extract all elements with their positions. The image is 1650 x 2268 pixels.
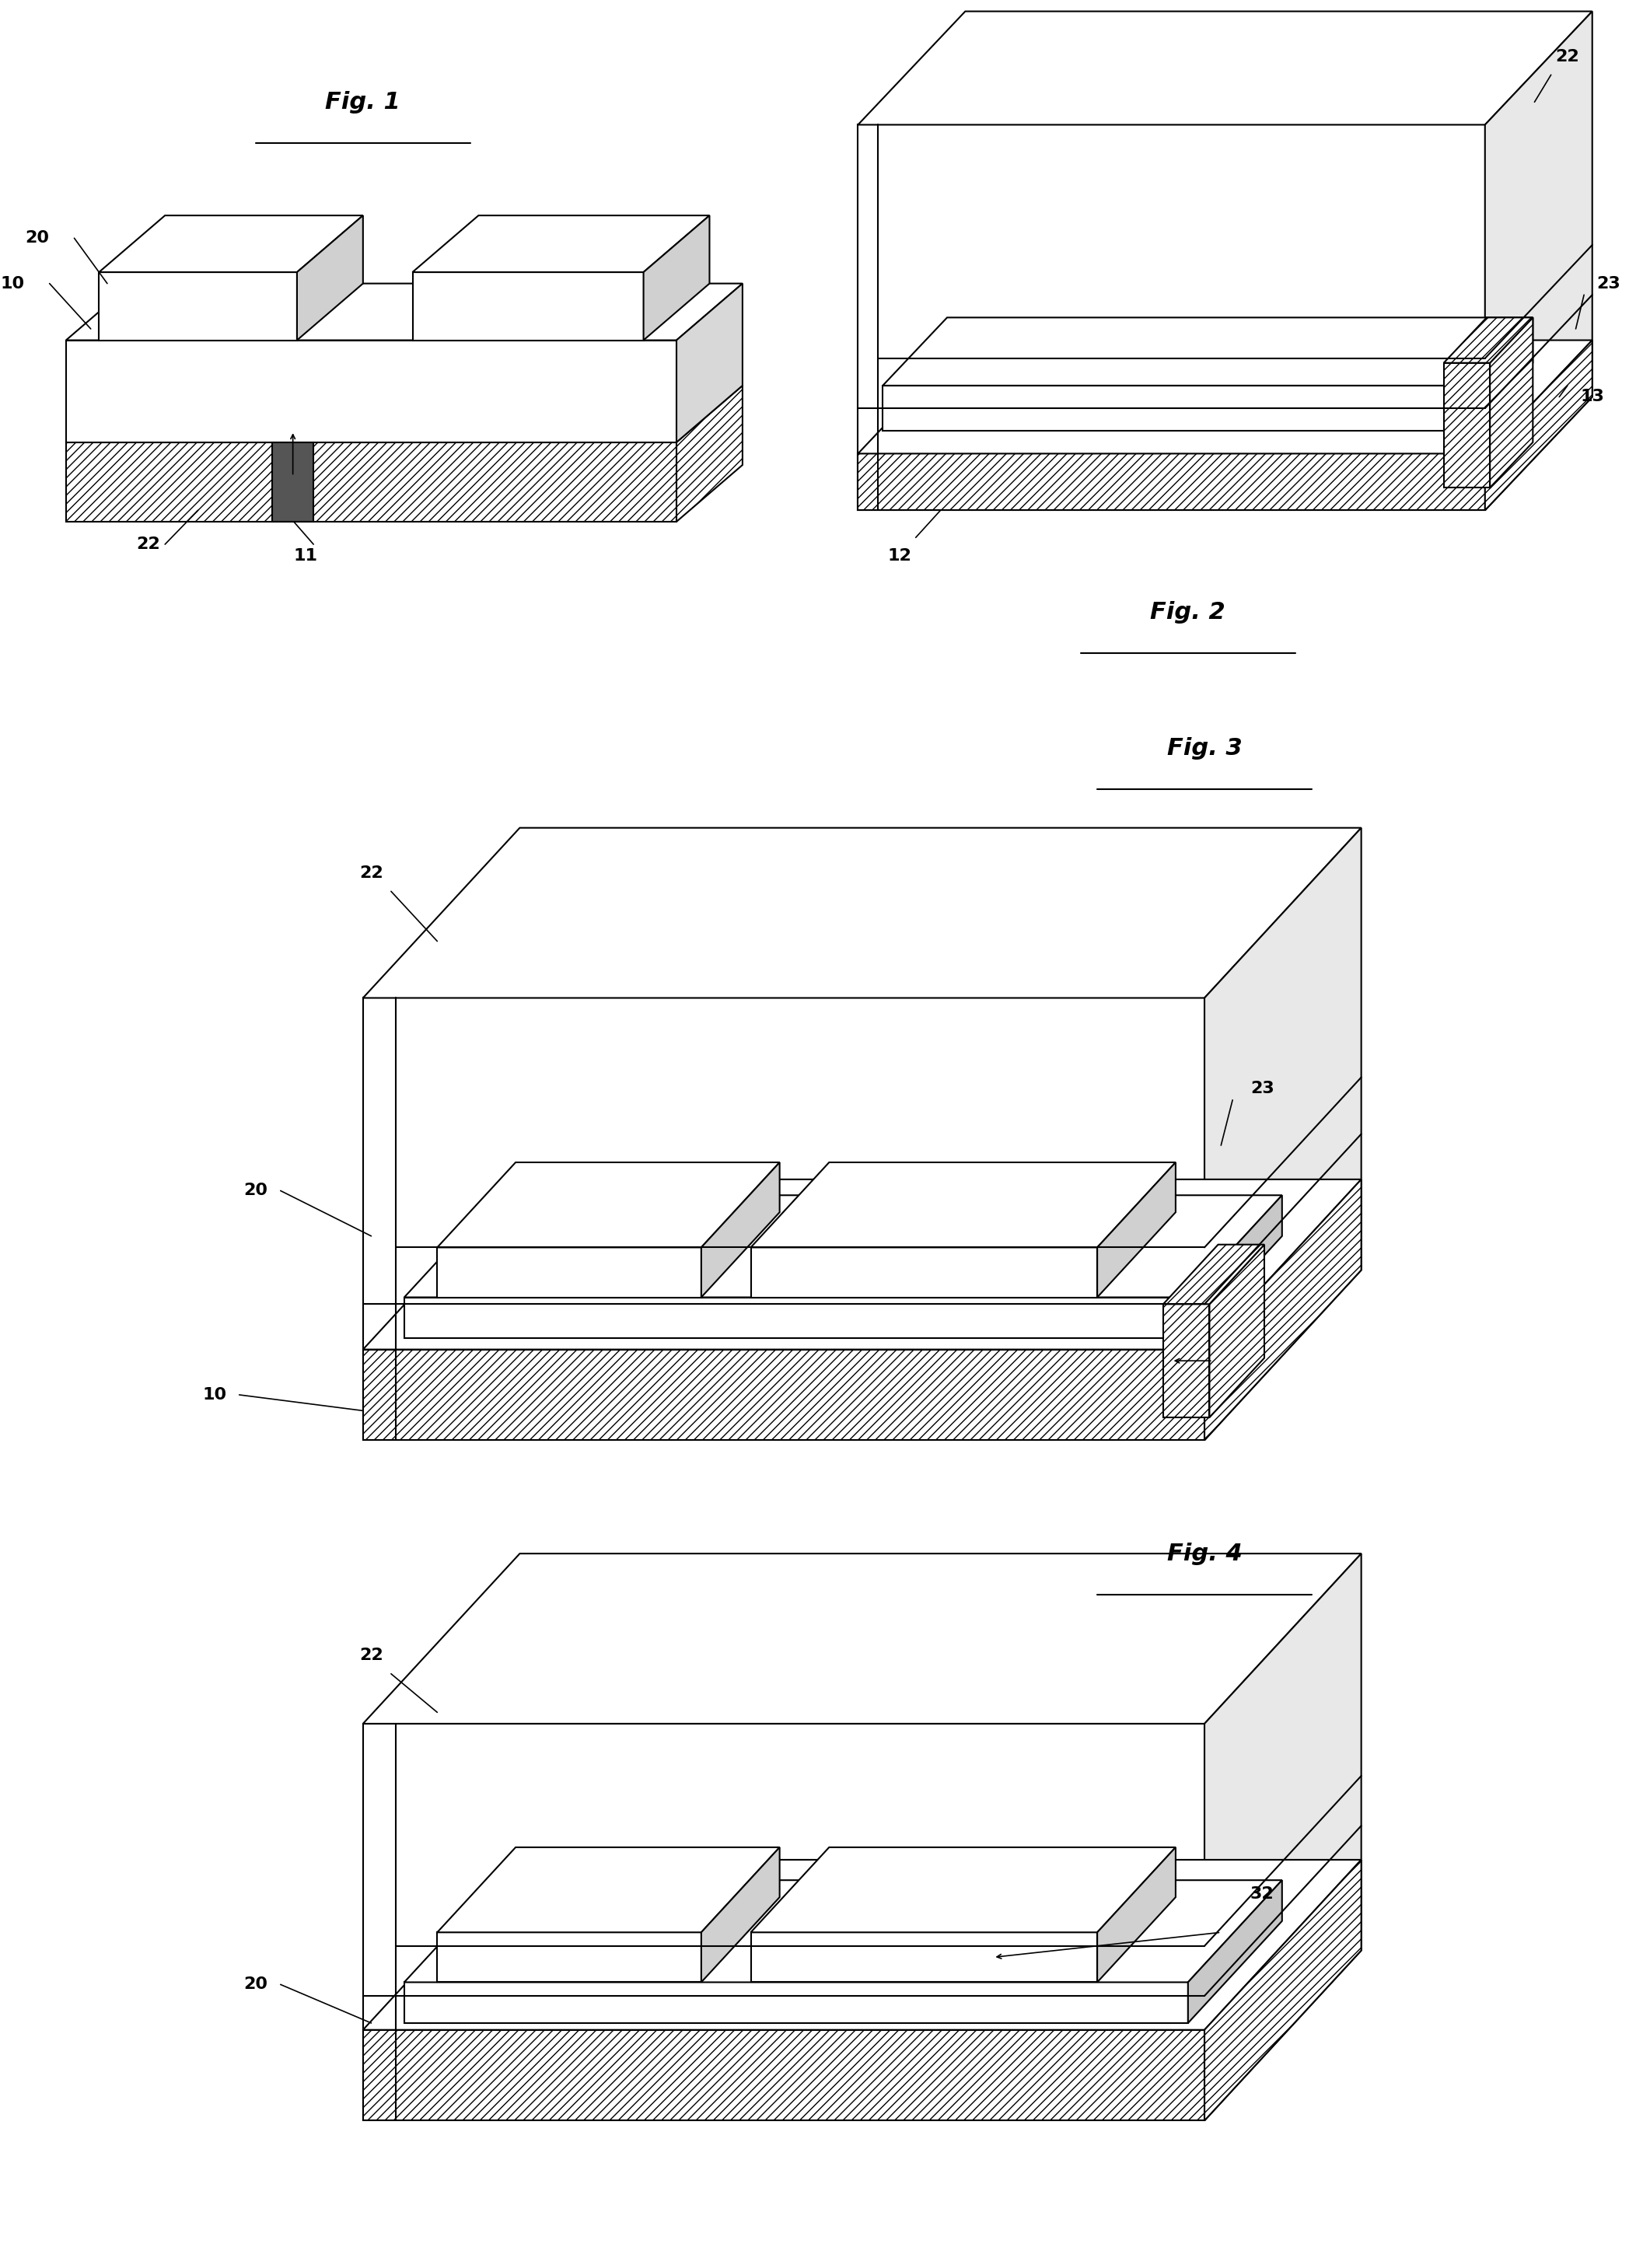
Polygon shape	[676, 284, 742, 442]
Text: 32: 32	[1251, 1887, 1274, 1901]
Polygon shape	[1468, 318, 1533, 431]
Polygon shape	[437, 1161, 780, 1247]
Text: 22: 22	[360, 1649, 383, 1662]
Polygon shape	[272, 442, 314, 522]
Polygon shape	[1097, 1846, 1175, 1982]
Polygon shape	[363, 998, 1204, 1440]
Text: 20: 20	[244, 1184, 267, 1198]
Polygon shape	[1204, 1554, 1361, 2121]
Polygon shape	[1188, 1880, 1282, 2023]
Polygon shape	[363, 1179, 1361, 1349]
Text: 22: 22	[137, 538, 160, 551]
Polygon shape	[751, 1161, 1175, 1247]
Polygon shape	[437, 1846, 780, 1932]
Polygon shape	[363, 1554, 1361, 1724]
Text: 22: 22	[1556, 50, 1579, 64]
Text: 12: 12	[888, 549, 911, 562]
Polygon shape	[1485, 11, 1592, 510]
Text: 23: 23	[1597, 277, 1620, 290]
Polygon shape	[701, 1161, 780, 1297]
Polygon shape	[363, 2030, 1204, 2121]
Polygon shape	[883, 386, 1468, 431]
Polygon shape	[1209, 1245, 1264, 1418]
Text: Fig. 2: Fig. 2	[1150, 601, 1226, 624]
Polygon shape	[1444, 363, 1490, 488]
Polygon shape	[66, 386, 742, 442]
Polygon shape	[644, 215, 710, 340]
Polygon shape	[437, 1247, 701, 1297]
Polygon shape	[751, 1932, 1097, 1982]
Text: 23: 23	[1251, 1082, 1274, 1095]
Text: 10: 10	[0, 277, 25, 290]
Polygon shape	[297, 215, 363, 340]
Polygon shape	[1204, 1179, 1361, 1440]
Polygon shape	[1097, 1161, 1175, 1297]
Text: 11: 11	[294, 549, 317, 562]
Polygon shape	[1204, 828, 1361, 1440]
Polygon shape	[751, 1247, 1097, 1297]
Polygon shape	[412, 215, 710, 272]
Polygon shape	[1490, 318, 1533, 488]
Polygon shape	[1163, 1245, 1264, 1304]
Polygon shape	[66, 284, 742, 340]
Polygon shape	[99, 272, 297, 340]
Polygon shape	[363, 1349, 1204, 1440]
Text: 20: 20	[244, 1978, 267, 1991]
Polygon shape	[1188, 1195, 1282, 1338]
Text: 22: 22	[360, 866, 383, 880]
Text: 20: 20	[25, 231, 49, 245]
Polygon shape	[676, 386, 742, 522]
Polygon shape	[363, 1860, 1361, 2030]
Text: Fig. 3: Fig. 3	[1167, 737, 1242, 760]
Polygon shape	[1163, 1304, 1209, 1418]
Polygon shape	[1444, 318, 1533, 363]
Polygon shape	[883, 318, 1533, 386]
Polygon shape	[437, 1932, 701, 1982]
Polygon shape	[66, 340, 676, 442]
Text: 13: 13	[1581, 390, 1604, 404]
Polygon shape	[858, 125, 1485, 510]
Polygon shape	[404, 1982, 1188, 2023]
Polygon shape	[412, 272, 644, 340]
Polygon shape	[404, 1195, 1282, 1297]
Text: Fig. 4: Fig. 4	[1167, 1542, 1242, 1565]
Polygon shape	[404, 1880, 1282, 1982]
Polygon shape	[858, 340, 1592, 454]
Polygon shape	[363, 828, 1361, 998]
Text: 10: 10	[203, 1388, 226, 1402]
Polygon shape	[99, 215, 363, 272]
Text: Fig. 1: Fig. 1	[325, 91, 401, 113]
Polygon shape	[858, 454, 1485, 510]
Polygon shape	[1485, 340, 1592, 510]
Polygon shape	[66, 442, 676, 522]
Polygon shape	[1204, 1860, 1361, 2121]
Polygon shape	[751, 1846, 1175, 1932]
Polygon shape	[701, 1846, 780, 1982]
Polygon shape	[363, 1724, 1204, 2121]
Polygon shape	[858, 11, 1592, 125]
Polygon shape	[404, 1297, 1188, 1338]
